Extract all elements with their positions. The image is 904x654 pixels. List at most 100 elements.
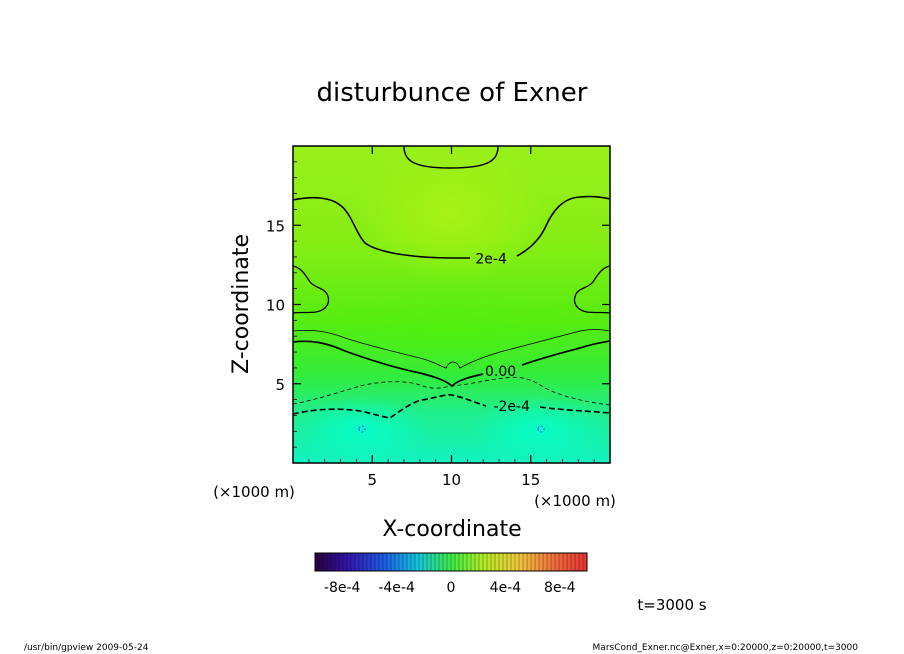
- colorbar-segment: [383, 553, 388, 571]
- colorbar-segment: [415, 553, 420, 571]
- colorbar-segment: [339, 553, 344, 571]
- colorbar-segment: [391, 553, 396, 571]
- y-tick-label: 15: [266, 217, 285, 235]
- x-tick-label: 15: [521, 471, 540, 489]
- colorbar-segment: [483, 553, 488, 571]
- colorbar-segment: [375, 553, 380, 571]
- colorbar-segment: [331, 553, 336, 571]
- colorbar-segment: [351, 553, 356, 571]
- colorbar-segment: [363, 553, 368, 571]
- footer-program: /usr/bin/gpview 2009-05-24: [24, 643, 149, 653]
- time-label: t=3000 s: [637, 596, 706, 614]
- colorbar-segment: [583, 553, 588, 571]
- contour-top-cap: [403, 146, 499, 169]
- colorbar-segment: [447, 553, 452, 571]
- field-upper-maximum: [356, 146, 546, 282]
- colorbar-segment: [523, 553, 528, 571]
- colorbar-segment: [403, 553, 408, 571]
- colorbar-segment: [543, 553, 548, 571]
- x-tick-label: 5: [367, 471, 377, 489]
- colorbar-segment: [395, 553, 400, 571]
- colorbar-segment: [563, 553, 568, 571]
- contour-label: 0.00: [485, 364, 516, 380]
- colorbar-segment: [535, 553, 540, 571]
- colorbar-segment: [451, 553, 456, 571]
- colorbar-segment: [355, 553, 360, 571]
- colorbar-segment: [367, 553, 372, 571]
- colorbar-segment: [347, 553, 352, 571]
- colorbar-segment: [371, 553, 376, 571]
- colorbar-segment: [327, 553, 332, 571]
- colorbar-segment: [431, 553, 436, 571]
- y-axis-label: Z-coordinate: [229, 234, 254, 374]
- colorbar-segment: [499, 553, 504, 571]
- colorbar-segment: [411, 553, 416, 571]
- colorbar-segment: [315, 553, 320, 571]
- colorbar-tick-label: 8e-4: [544, 580, 576, 596]
- colorbar-segment: [495, 553, 500, 571]
- colorbar-tick-labels: -8e-4 -4e-4 0 4e-4 8e-4: [324, 580, 576, 596]
- colorbar-segment: [519, 553, 524, 571]
- colorbar-segment: [407, 553, 412, 571]
- colorbar-segment: [579, 553, 584, 571]
- colorbar-segment: [399, 553, 404, 571]
- colorbar-segment: [387, 553, 392, 571]
- colorbar: [314, 553, 588, 571]
- colorbar-segment: [323, 553, 328, 571]
- contour-label: -2e-4: [493, 399, 530, 415]
- contour-minimum-right: [537, 425, 545, 433]
- colorbar-segment: [463, 553, 468, 571]
- chart-title: disturbunce of Exner: [317, 78, 588, 108]
- contour-label: 2e-4: [475, 252, 507, 268]
- colorbar-segment: [343, 553, 348, 571]
- colorbar-segment: [443, 553, 448, 571]
- colorbar-tick-label: -4e-4: [378, 580, 415, 596]
- contour-minus-2e-4: [293, 394, 610, 419]
- colorbar-segment: [515, 553, 520, 571]
- colorbar-segment: [435, 553, 440, 571]
- colorbar-segment: [527, 553, 532, 571]
- colorbar-tick-label: -8e-4: [324, 580, 361, 596]
- x-axis-unit: (×1000 m): [534, 492, 616, 510]
- colorbar-segment: [555, 553, 560, 571]
- colorbar-segment: [503, 553, 508, 571]
- footer-source: MarsCond_Exner.nc@Exner,x=0:20000,z=0:20…: [593, 643, 859, 653]
- contour-positive-small: [293, 329, 610, 369]
- colorbar-segment: [359, 553, 364, 571]
- colorbar-segment: [487, 553, 492, 571]
- colorbar-segment: [459, 553, 464, 571]
- colorbar-tick-label: 0: [447, 580, 456, 596]
- colorbar-frame: [314, 552, 588, 572]
- contour-left-bulge: [293, 265, 330, 314]
- contour-right-bulge: [573, 265, 610, 314]
- contour-zero: [293, 340, 610, 388]
- x-axis-label: X-coordinate: [382, 517, 521, 542]
- field-lower-left-minimum: [293, 396, 433, 463]
- colorbar-segment: [547, 553, 552, 571]
- colorbar-segment: [559, 553, 564, 571]
- colorbar-segment: [567, 553, 572, 571]
- colorbar-segment: [335, 553, 340, 571]
- colorbar-segment: [475, 553, 480, 571]
- contour-2e-4: [293, 195, 610, 259]
- colorbar-segment: [491, 553, 496, 571]
- colorbar-segment: [539, 553, 544, 571]
- contour-minimum-left: [358, 425, 366, 433]
- colorbar-segment: [455, 553, 460, 571]
- colorbar-segment: [423, 553, 428, 571]
- colorbar-segment: [511, 553, 516, 571]
- colorbar-segment: [427, 553, 432, 571]
- colorbar-tick-label: 4e-4: [490, 580, 522, 596]
- colorbar-segment: [379, 553, 384, 571]
- colorbar-segment: [531, 553, 536, 571]
- colorbar-segment: [319, 553, 324, 571]
- colorbar-segment: [479, 553, 484, 571]
- colorbar-segment: [571, 553, 576, 571]
- y-axis-unit: (×1000 m): [213, 483, 295, 501]
- colorbar-segment: [575, 553, 580, 571]
- colorbar-segment: [471, 553, 476, 571]
- plot-area: 2e-4 0.00 -2e-4: [293, 146, 610, 463]
- field-middle-band: [311, 285, 591, 375]
- colorbar-segment: [507, 553, 512, 571]
- colorbar-segment: [439, 553, 444, 571]
